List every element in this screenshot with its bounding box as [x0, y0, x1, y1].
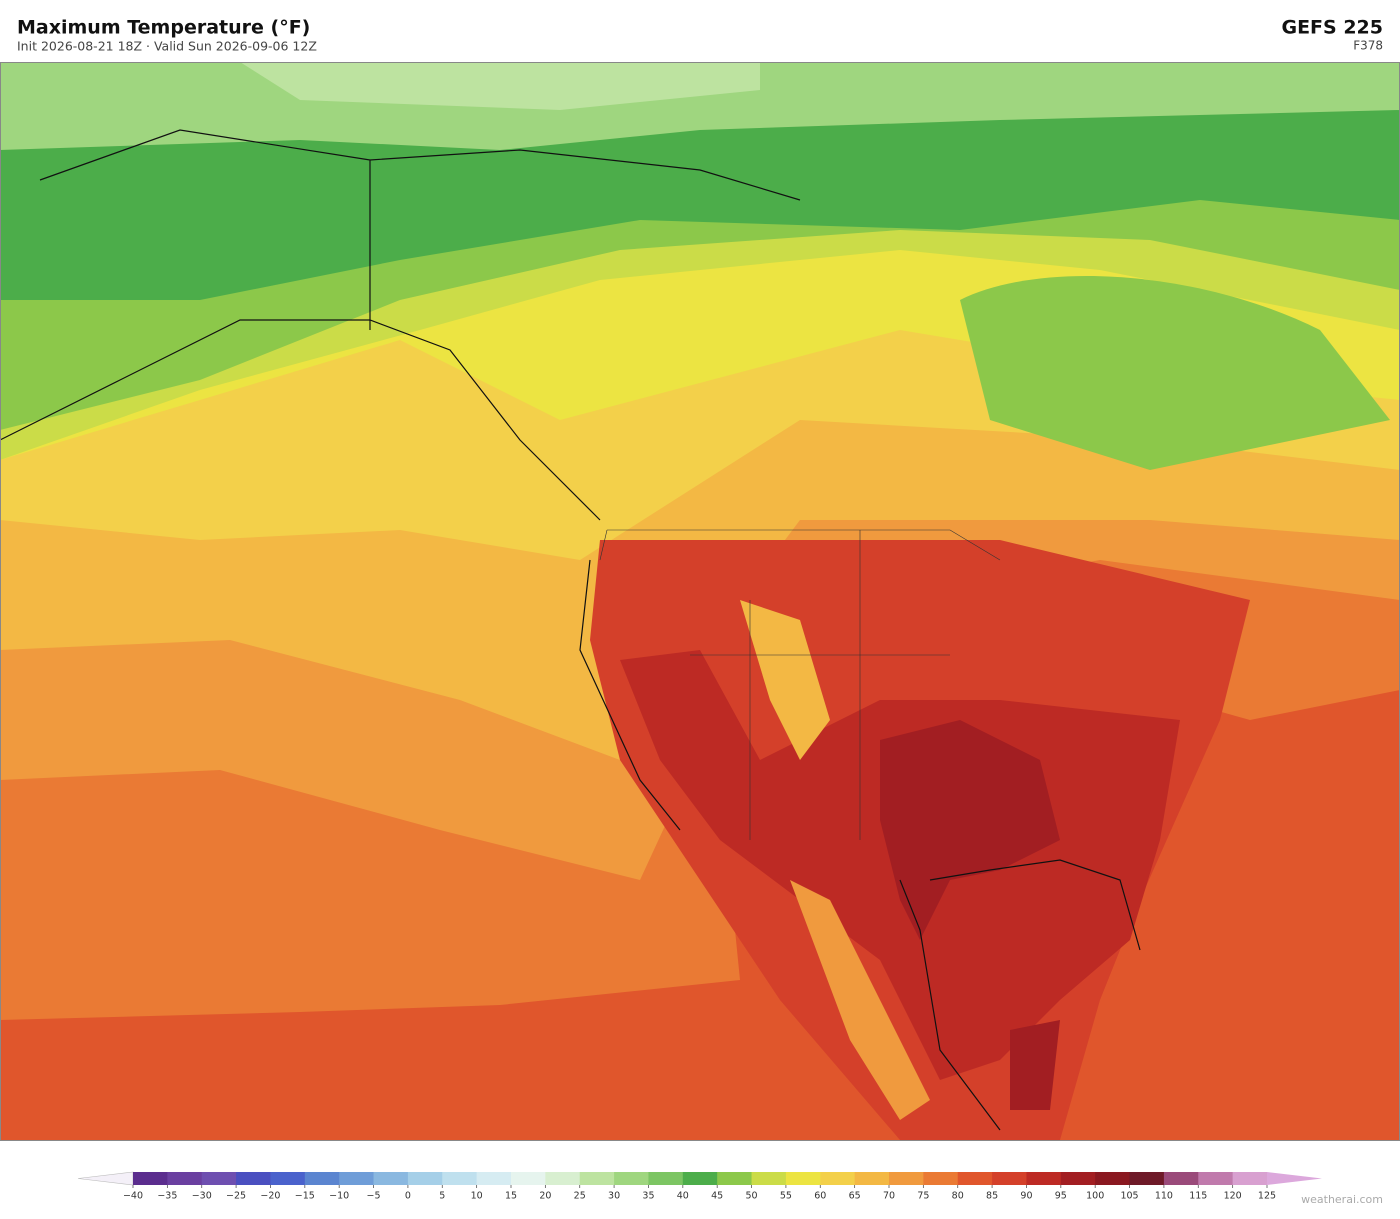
colorbar-tick-label: −10: [329, 1191, 349, 1202]
colorbar-under: [77, 1171, 134, 1186]
colorbar-swatch: [511, 1172, 546, 1185]
colorbar-tick-label: 90: [1020, 1191, 1032, 1202]
colorbar-swatch: [339, 1172, 375, 1185]
colorbar-swatch: [1095, 1172, 1131, 1185]
colorbar-tick-label: 55: [780, 1191, 792, 1202]
colorbar-tick-label: 20: [539, 1191, 551, 1202]
colorbar-tick-label: 35: [642, 1191, 654, 1202]
colorbar-swatch: [579, 1172, 615, 1185]
colorbar-swatch: [407, 1172, 443, 1185]
colorbar-tick-label: 40: [677, 1191, 689, 1202]
colorbar-tick-label: 85: [986, 1191, 998, 1202]
field: [880, 720, 1060, 940]
colorbar-tick-label: 45: [711, 1191, 723, 1202]
field: [240, 62, 760, 110]
colorbar-swatch: [133, 1172, 168, 1185]
field: [790, 880, 930, 1120]
colorbar-tick-label: −15: [295, 1191, 315, 1202]
colorbar-swatch: [1232, 1172, 1268, 1185]
colorbar-tick-label: 125: [1258, 1191, 1276, 1202]
colorbar-swatch: [476, 1172, 512, 1185]
colorbar-tick-label: 0: [405, 1191, 411, 1202]
colorbar-tick-label: 50: [745, 1191, 757, 1202]
colorbar-tick-label: 5: [439, 1191, 445, 1202]
subtitle: Init 2026-08-21 18Z · Valid Sun 2026-09-…: [17, 39, 317, 54]
colorbar-swatch: [614, 1172, 649, 1185]
field: [960, 276, 1390, 470]
colorbar-swatch: [270, 1172, 306, 1185]
field: [1010, 1020, 1060, 1110]
colorbar-swatch: [1060, 1172, 1096, 1185]
colorbar-tick-label: −30: [192, 1191, 212, 1202]
colorbar-tick-label: 60: [814, 1191, 826, 1202]
colorbar-tick-label: −5: [367, 1191, 381, 1202]
colorbar-tick-label: 75: [917, 1191, 929, 1202]
colorbar-swatch: [442, 1172, 478, 1185]
colorbar-tick-label: 65: [849, 1191, 861, 1202]
map: [0, 62, 1400, 1141]
colorbar-swatch: [682, 1172, 718, 1185]
colorbar-tick-label: −35: [157, 1191, 177, 1202]
colorbar-swatch: [236, 1172, 271, 1185]
colorbar-swatch: [992, 1172, 1027, 1185]
colorbar-swatch: [923, 1172, 959, 1185]
colorbar-tick-label: −25: [226, 1191, 246, 1202]
colorbar-swatch: [648, 1172, 684, 1185]
colorbar-tick-label: 115: [1189, 1191, 1207, 1202]
field: [740, 600, 830, 760]
colorbar-tick-label: 110: [1155, 1191, 1173, 1202]
colorbar-tick-label: 30: [608, 1191, 620, 1202]
colorbar-swatch: [201, 1172, 237, 1185]
colorbar-over: [1267, 1172, 1322, 1185]
watermark: weatherai.com: [1301, 1193, 1383, 1206]
colorbar-swatch: [854, 1172, 890, 1185]
colorbar-tick-label: 25: [574, 1191, 586, 1202]
colorbar-tick-label: 120: [1224, 1191, 1242, 1202]
colorbar-swatch: [957, 1172, 993, 1185]
colorbar-swatch: [304, 1172, 340, 1185]
colorbar-swatch: [1163, 1172, 1199, 1185]
colorbar-swatch: [1129, 1172, 1165, 1185]
colorbar-swatch: [1026, 1172, 1062, 1185]
model-name: GEFS 225: [1281, 17, 1383, 39]
colorbar-swatch: [1198, 1172, 1234, 1185]
colorbar-tick-label: 100: [1086, 1191, 1104, 1202]
colorbar-tick-label: 95: [1055, 1191, 1067, 1202]
colorbar-tick-label: 80: [952, 1191, 964, 1202]
colorbar-tick-label: 70: [883, 1191, 895, 1202]
colorbar-swatch: [717, 1172, 753, 1185]
colorbar-swatch: [373, 1172, 409, 1185]
colorbar-swatch: [751, 1172, 787, 1185]
colorbar-tick-label: −20: [260, 1191, 280, 1202]
colorbar-tick-label: −40: [123, 1191, 143, 1202]
forecast-hour: F378: [1353, 39, 1383, 53]
colorbar-tick-label: 10: [471, 1191, 483, 1202]
colorbar-swatch: [545, 1172, 581, 1185]
colorbar-swatch: [785, 1172, 821, 1185]
colorbar-tick-label: 105: [1120, 1191, 1138, 1202]
title: Maximum Temperature (°F): [17, 17, 310, 39]
colorbar-swatch: [167, 1172, 203, 1185]
coastline: [0, 129, 1141, 1131]
colorbar-swatch: [820, 1172, 856, 1185]
colorbar-swatch: [889, 1172, 924, 1185]
borders: [599, 529, 1001, 840]
colorbar: −40 −35 −30 −25 −20 −15 −10 −5 0 5 10 15 20 25 30 35 40 4…: [77, 1171, 1322, 1202]
colorbar-tick-label: 15: [505, 1191, 517, 1202]
